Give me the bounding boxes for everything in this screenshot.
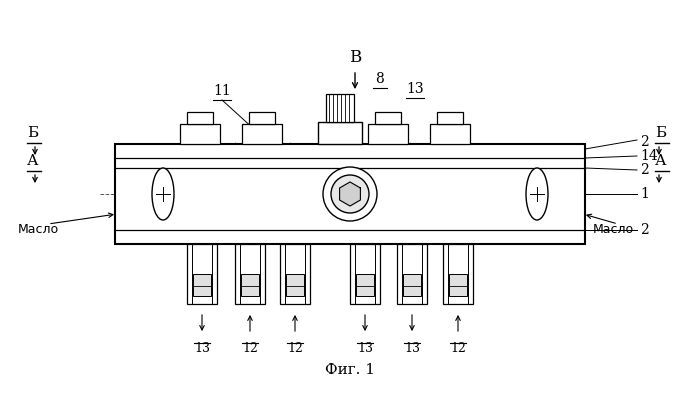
Bar bbox=[375, 112, 401, 124]
Bar bbox=[326, 94, 354, 122]
Bar bbox=[430, 124, 470, 144]
Text: А: А bbox=[27, 154, 38, 168]
Text: 2: 2 bbox=[640, 135, 649, 149]
Ellipse shape bbox=[152, 168, 174, 220]
Text: А: А bbox=[655, 154, 667, 168]
Bar bbox=[356, 274, 374, 296]
Text: Б: Б bbox=[27, 126, 38, 140]
Text: 12: 12 bbox=[450, 342, 466, 355]
Bar bbox=[187, 112, 213, 124]
Text: В: В bbox=[349, 49, 361, 66]
Text: Масло: Масло bbox=[593, 223, 634, 236]
Text: 2: 2 bbox=[640, 163, 649, 177]
Bar bbox=[249, 112, 275, 124]
Bar bbox=[397, 244, 427, 304]
Bar bbox=[180, 124, 220, 144]
Text: 8: 8 bbox=[375, 72, 384, 86]
Bar bbox=[403, 274, 421, 296]
Bar bbox=[437, 112, 463, 124]
Ellipse shape bbox=[331, 175, 369, 213]
Bar bbox=[115, 144, 585, 244]
Text: 11: 11 bbox=[213, 84, 231, 98]
Text: 12: 12 bbox=[242, 342, 258, 355]
Bar bbox=[193, 274, 211, 296]
Polygon shape bbox=[340, 182, 361, 206]
Bar bbox=[280, 244, 310, 304]
Text: 2: 2 bbox=[640, 223, 649, 237]
Text: 13: 13 bbox=[194, 342, 210, 355]
Bar bbox=[449, 274, 467, 296]
Bar bbox=[241, 274, 259, 296]
Text: 13: 13 bbox=[406, 82, 424, 96]
Bar bbox=[235, 244, 265, 304]
Bar bbox=[187, 244, 217, 304]
Ellipse shape bbox=[323, 167, 377, 221]
Bar bbox=[242, 124, 282, 144]
Text: Б: Б bbox=[656, 126, 667, 140]
Bar bbox=[286, 274, 304, 296]
Bar bbox=[350, 244, 380, 304]
Text: 1: 1 bbox=[640, 187, 649, 201]
Text: Масло: Масло bbox=[18, 223, 59, 236]
Bar bbox=[443, 244, 473, 304]
Ellipse shape bbox=[526, 168, 548, 220]
Text: 12: 12 bbox=[287, 342, 303, 355]
Text: 13: 13 bbox=[404, 342, 420, 355]
Bar bbox=[318, 122, 362, 144]
Text: 13: 13 bbox=[357, 342, 373, 355]
Text: Фиг. 1: Фиг. 1 bbox=[325, 363, 375, 377]
Text: 14: 14 bbox=[640, 149, 658, 163]
Bar bbox=[368, 124, 408, 144]
